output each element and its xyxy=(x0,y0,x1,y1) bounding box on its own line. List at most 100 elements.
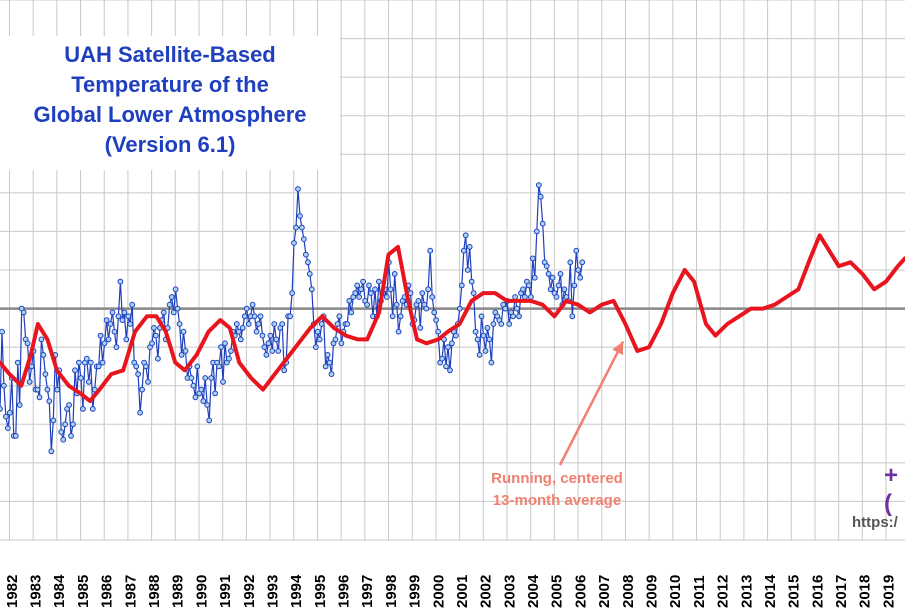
monthly-point xyxy=(537,193,544,200)
monthly-point xyxy=(243,305,250,312)
monthly-point xyxy=(472,328,479,335)
monthly-point xyxy=(97,332,104,339)
x-tick-label: 2002 xyxy=(478,575,495,608)
monthly-point xyxy=(419,290,426,297)
monthly-point xyxy=(306,271,313,277)
monthly-point xyxy=(111,328,118,335)
monthly-point xyxy=(352,290,359,297)
monthly-point xyxy=(226,355,232,362)
monthly-point xyxy=(239,325,246,331)
monthly-point xyxy=(468,278,475,285)
x-tick-label: 2015 xyxy=(786,575,803,608)
monthly-point xyxy=(326,359,333,366)
monthly-point xyxy=(478,313,485,320)
monthly-point xyxy=(506,321,513,327)
monthly-point xyxy=(198,386,205,393)
monthly-point xyxy=(571,282,578,289)
monthly-point xyxy=(139,386,146,393)
monthly-point xyxy=(480,332,487,339)
monthly-point xyxy=(295,186,301,192)
monthly-point xyxy=(113,344,120,351)
monthly-point xyxy=(103,317,110,324)
monthly-point xyxy=(557,271,564,277)
monthly-point xyxy=(222,340,228,347)
monthly-point xyxy=(279,321,286,327)
x-tick-label: 2008 xyxy=(620,575,637,608)
monthly-point xyxy=(54,386,61,393)
monthly-point xyxy=(194,363,201,370)
x-tick-label: 2010 xyxy=(667,575,684,608)
monthly-point xyxy=(281,367,288,374)
monthly-point xyxy=(0,328,5,335)
monthly-point xyxy=(453,332,459,339)
monthly-point xyxy=(466,244,473,250)
monthly-point xyxy=(237,336,244,343)
chart-title-line-4: (Version 6.1) xyxy=(104,132,236,157)
annotation-arrow-shaft xyxy=(558,341,625,466)
x-tick-label: 1995 xyxy=(312,575,329,608)
running-mean-annotation: Running, centered 13-month average xyxy=(452,468,662,512)
monthly-point xyxy=(3,413,9,420)
x-tick-label: 2011 xyxy=(691,575,708,608)
monthly-point xyxy=(464,267,471,273)
monthly-point xyxy=(456,305,463,312)
monthly-point xyxy=(368,290,374,297)
monthly-point xyxy=(488,359,495,366)
monthly-point xyxy=(346,298,353,304)
monthly-point xyxy=(115,313,122,320)
monthly-point xyxy=(579,259,586,266)
monthly-point xyxy=(348,309,355,316)
x-tick-label: 2017 xyxy=(833,575,850,608)
monthly-point xyxy=(316,336,323,343)
monthly-point xyxy=(393,301,400,308)
monthly-point xyxy=(417,325,424,331)
monthly-point xyxy=(462,232,469,239)
monthly-point xyxy=(180,328,187,335)
monthly-point xyxy=(308,286,315,293)
monthly-point xyxy=(289,290,296,297)
monthly-point xyxy=(545,271,552,277)
monthly-point xyxy=(192,394,199,401)
monthly-point xyxy=(66,402,72,408)
monthly-point xyxy=(72,367,78,374)
x-tick-label: 1998 xyxy=(383,575,400,608)
annotation-line-1: Running, centered xyxy=(491,470,623,487)
monthly-point xyxy=(176,321,183,327)
monthly-point xyxy=(16,402,23,408)
monthly-point xyxy=(44,386,51,393)
monthly-point xyxy=(512,294,518,300)
x-tick-label: 1988 xyxy=(146,575,163,608)
monthly-point xyxy=(24,340,31,347)
monthly-point xyxy=(166,301,173,308)
chart-title-line-2: Temperature of the xyxy=(71,72,269,97)
monthly-point xyxy=(539,220,546,227)
monthly-point xyxy=(188,375,195,381)
monthly-point xyxy=(460,247,467,254)
x-tick-label: 2007 xyxy=(596,575,613,608)
monthly-point xyxy=(182,348,189,354)
monthly-point xyxy=(474,336,481,343)
annotation-arrow-head xyxy=(612,341,624,355)
monthly-point xyxy=(80,406,86,412)
monthly-point xyxy=(249,301,256,308)
monthly-point xyxy=(76,359,82,366)
monthly-point xyxy=(20,309,27,316)
monthly-point xyxy=(522,294,528,300)
monthly-point xyxy=(12,433,19,439)
monthly-point xyxy=(516,313,522,320)
monthly-point xyxy=(318,321,325,327)
monthly-point xyxy=(531,274,538,281)
monthly-point xyxy=(301,236,307,243)
monthly-point xyxy=(271,321,278,327)
monthly-point xyxy=(447,367,453,374)
monthly-point xyxy=(549,274,556,281)
monthly-point xyxy=(218,344,224,351)
x-tick-label: 2014 xyxy=(762,574,779,608)
monthly-point xyxy=(561,286,568,293)
monthly-point xyxy=(257,313,264,320)
monthly-point xyxy=(482,348,489,354)
monthly-point xyxy=(445,344,451,351)
monthly-point xyxy=(555,282,562,289)
x-tick-label: 2003 xyxy=(501,575,518,608)
monthly-point xyxy=(303,251,309,258)
